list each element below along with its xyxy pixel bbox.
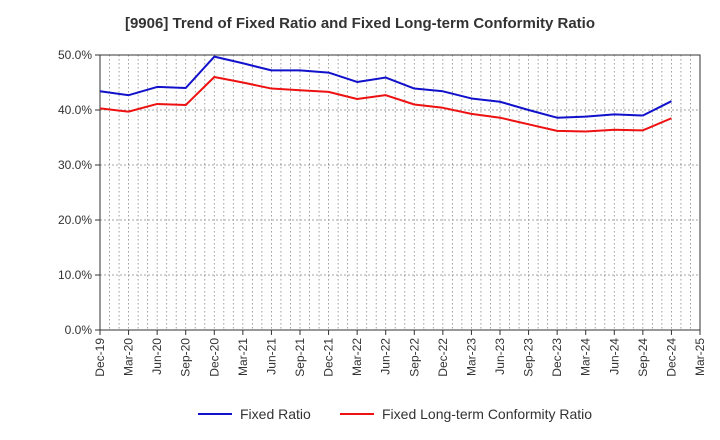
x-tick-label: Mar-20 bbox=[122, 338, 136, 376]
y-tick-label: 10.0% bbox=[58, 268, 92, 282]
x-tick-label: Dec-22 bbox=[436, 338, 450, 377]
x-tick-label: Jun-20 bbox=[150, 338, 164, 375]
plot-background bbox=[100, 55, 700, 330]
legend-item: Fixed Long-term Conformity Ratio bbox=[340, 406, 592, 422]
x-tick-label: Mar-21 bbox=[236, 338, 250, 376]
y-tick-label: 30.0% bbox=[58, 158, 92, 172]
chart-title: [9906] Trend of Fixed Ratio and Fixed Lo… bbox=[124, 15, 596, 32]
x-tick-label: Dec-19 bbox=[93, 338, 107, 377]
x-tick-label: Sep-23 bbox=[522, 338, 536, 377]
x-tick-label: Sep-21 bbox=[293, 338, 307, 377]
x-tick-label: Dec-24 bbox=[664, 338, 678, 377]
x-tick-label: Sep-20 bbox=[179, 338, 193, 377]
plot-frame bbox=[99, 54, 701, 331]
x-tick-label: Dec-20 bbox=[207, 338, 221, 377]
y-tick-label: 0.0% bbox=[65, 323, 93, 337]
x-tick-label: Sep-22 bbox=[407, 338, 421, 377]
series-line bbox=[99, 76, 672, 133]
legend: Fixed Ratio Fixed Long-term Conformity Ra… bbox=[198, 406, 592, 422]
legend-label: Fixed Long-term Conformity Ratio bbox=[382, 406, 592, 422]
x-tick-label: Mar-24 bbox=[579, 338, 593, 376]
x-tick-label: Jun-23 bbox=[493, 338, 507, 375]
y-tick-label: 20.0% bbox=[58, 213, 92, 227]
x-tick-label: Jun-24 bbox=[607, 338, 621, 375]
series-line bbox=[99, 55, 672, 119]
vertical-gridlines bbox=[109, 55, 691, 330]
x-tick-label: Mar-23 bbox=[464, 338, 478, 376]
y-tick-label: 50.0% bbox=[58, 48, 92, 62]
x-tick-label: Mar-22 bbox=[350, 338, 364, 376]
x-tick-label: Mar-25 bbox=[693, 338, 707, 376]
legend-item: Fixed Ratio bbox=[198, 406, 311, 422]
y-axis-ticks: 0.0% 10.0% 20.0% 30.0% 40.0% 50.0% bbox=[58, 48, 100, 337]
x-tick-label: Sep-24 bbox=[636, 338, 650, 377]
x-axis-ticks: Dec-19 Mar-20 Jun-20 Sep-20 Dec-20 Mar-21 Jun-… bbox=[93, 330, 707, 377]
x-tick-label: Dec-21 bbox=[322, 338, 336, 377]
legend-label: Fixed Ratio bbox=[240, 406, 311, 422]
horizontal-gridlines bbox=[100, 109, 700, 276]
x-tick-label: Jun-22 bbox=[379, 338, 393, 375]
x-tick-label: Jun-21 bbox=[264, 338, 278, 375]
y-tick-label: 40.0% bbox=[58, 103, 92, 117]
x-tick-label: Dec-23 bbox=[550, 338, 564, 377]
series-lines bbox=[99, 55, 672, 133]
